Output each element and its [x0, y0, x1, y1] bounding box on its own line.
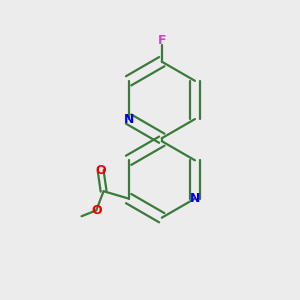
- Text: O: O: [95, 164, 106, 177]
- Text: N: N: [190, 192, 200, 205]
- Text: N: N: [123, 112, 134, 126]
- Text: F: F: [158, 34, 166, 47]
- Text: O: O: [91, 204, 102, 217]
